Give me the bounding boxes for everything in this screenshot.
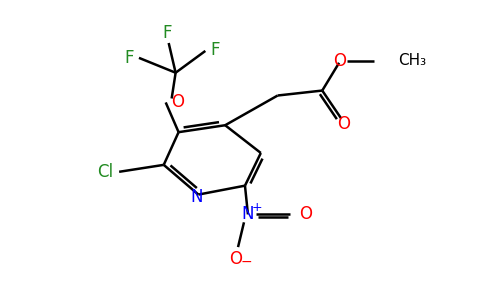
Text: O: O [337,115,350,133]
Text: F: F [162,24,171,42]
Text: O: O [333,52,347,70]
Text: F: F [210,41,220,59]
Text: O: O [300,206,313,224]
Text: −: − [240,255,252,269]
Text: N: N [190,188,203,206]
Text: CH₃: CH₃ [398,53,427,68]
Text: +: + [252,201,262,214]
Text: O: O [229,250,242,268]
Text: O: O [171,93,184,111]
Text: F: F [124,49,134,67]
Text: N: N [242,206,254,224]
Text: Cl: Cl [97,163,113,181]
